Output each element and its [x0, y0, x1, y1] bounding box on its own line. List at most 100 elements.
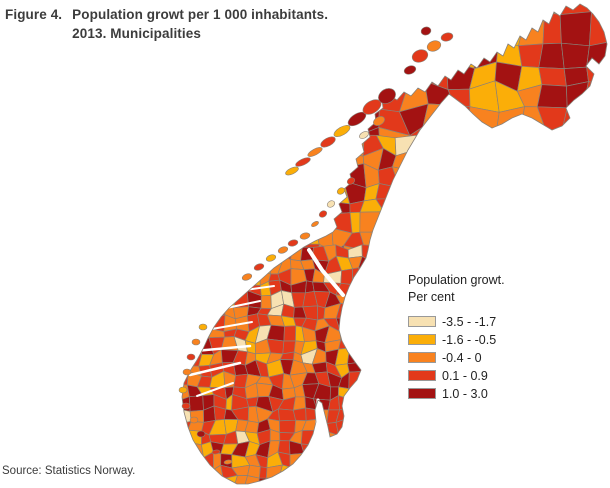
- municipality: [182, 465, 192, 480]
- municipality: [373, 270, 386, 285]
- municipality: [182, 260, 191, 275]
- municipality: [340, 475, 353, 484]
- municipality: [538, 42, 565, 69]
- island: [378, 88, 396, 104]
- municipality: [347, 405, 366, 424]
- island: [333, 125, 351, 137]
- municipality: [439, 248, 464, 263]
- municipality: [440, 200, 461, 218]
- municipality: [347, 336, 360, 352]
- municipality: [460, 148, 476, 172]
- municipality: [383, 12, 404, 45]
- municipality: [243, 247, 262, 260]
- municipality: [426, 149, 447, 170]
- municipality: [472, 148, 492, 172]
- legend-title-line2: Per cent: [408, 289, 455, 304]
- municipality: [354, 60, 387, 87]
- legend-swatch-class2: [408, 334, 436, 346]
- municipality: [189, 479, 203, 484]
- municipality: [221, 245, 235, 260]
- municipality: [474, 165, 492, 189]
- municipality: [347, 328, 361, 343]
- island: [411, 49, 429, 63]
- municipality: [182, 442, 193, 457]
- municipality: [422, 103, 455, 129]
- municipality: [210, 256, 227, 274]
- municipality: [222, 268, 234, 283]
- municipality: [439, 149, 465, 170]
- municipality-cells: [164, 4, 607, 484]
- municipality: [347, 347, 360, 365]
- figure-title-line2: 2013. Municipalities: [72, 25, 201, 41]
- municipality: [461, 168, 477, 188]
- island: [182, 368, 192, 376]
- municipality: [340, 268, 353, 285]
- municipality: [429, 216, 445, 232]
- municipality: [185, 257, 202, 275]
- municipality: [347, 440, 365, 456]
- municipality: [165, 282, 179, 295]
- municipality: [372, 451, 387, 470]
- legend-row: 1.0 - 3.0: [408, 385, 505, 403]
- municipality: [346, 397, 366, 411]
- municipality: [164, 469, 179, 480]
- municipality: [359, 421, 371, 436]
- municipality: [167, 385, 179, 401]
- municipality: [538, 67, 567, 87]
- municipality: [466, 106, 500, 137]
- municipality: [182, 453, 189, 470]
- legend-row: 0.1 - 0.9: [408, 367, 505, 385]
- municipality: [604, 129, 607, 155]
- municipality: [332, 164, 345, 183]
- municipality: [456, 136, 477, 150]
- municipality: [428, 200, 443, 221]
- municipality: [361, 397, 372, 411]
- island: [320, 136, 336, 148]
- municipality: [335, 453, 354, 466]
- municipality: [269, 166, 289, 188]
- municipality: [265, 153, 289, 170]
- municipality: [392, 233, 415, 252]
- municipality: [189, 395, 204, 412]
- municipality: [231, 255, 245, 270]
- legend-swatch-class4: [408, 370, 436, 382]
- municipality: [352, 4, 387, 24]
- municipality: [296, 165, 318, 187]
- municipality: [413, 227, 432, 250]
- municipality: [358, 350, 373, 363]
- figure-title: Figure 4. Population growt per 1 000 inh…: [5, 6, 328, 43]
- municipality: [369, 395, 389, 411]
- municipality: [313, 398, 331, 411]
- municipality: [370, 245, 386, 263]
- municipality: [167, 315, 180, 326]
- municipality: [182, 283, 192, 297]
- municipality: [210, 244, 227, 260]
- municipality: [279, 419, 296, 434]
- island: [403, 65, 417, 75]
- municipality: [360, 371, 374, 390]
- municipality: [360, 292, 376, 304]
- municipality: [489, 4, 525, 24]
- municipality: [288, 464, 305, 479]
- municipality: [351, 303, 365, 319]
- island: [285, 166, 299, 176]
- municipality: [471, 4, 503, 20]
- municipality: [165, 420, 180, 434]
- municipality: [347, 417, 365, 436]
- coastline: [181, 3, 608, 485]
- municipality: [182, 314, 193, 330]
- municipality: [408, 168, 433, 187]
- island: [318, 210, 328, 218]
- municipality: [282, 182, 305, 202]
- municipality: [182, 295, 189, 307]
- municipality: [369, 283, 388, 298]
- figure-title-line1: Population growt per 1 000 inhabitants.: [72, 7, 329, 22]
- municipality: [303, 452, 315, 466]
- municipality: [369, 382, 387, 399]
- municipality: [278, 476, 296, 484]
- municipality: [350, 453, 362, 469]
- municipality: [182, 303, 193, 317]
- municipality: [370, 301, 386, 318]
- municipality: [323, 453, 338, 466]
